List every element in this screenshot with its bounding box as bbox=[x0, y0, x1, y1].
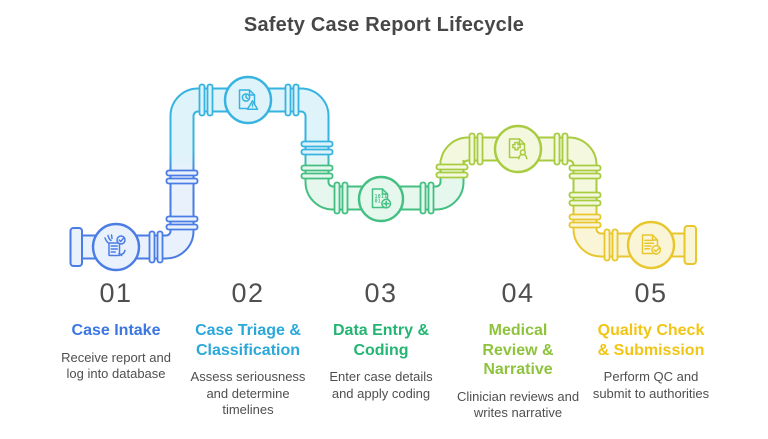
stage-2-column: 02 Case Triage & Classification Assess s… bbox=[173, 280, 323, 419]
stage-description: Enter case details and apply coding bbox=[329, 369, 433, 401]
pipe-coupling bbox=[148, 230, 164, 264]
pipe-coupling bbox=[468, 132, 569, 166]
stage-description: Clinician reviews and writes narrative bbox=[456, 388, 580, 421]
page-title: Safety Case Report Lifecycle bbox=[243, 14, 525, 36]
stage-description: Assess seriousness and determine timelin… bbox=[190, 369, 306, 418]
pipe-segment-1 bbox=[82, 174, 195, 260]
stage-description: Receive report and log into database bbox=[61, 349, 171, 382]
stage-5-column: 05 Quality Check & Submission Perform QC… bbox=[576, 280, 726, 402]
stage-3-column: 03 Data Entry & Coding Enter case detail… bbox=[306, 280, 456, 402]
stage-number: 04 bbox=[501, 278, 535, 308]
document-checkmark-icon bbox=[641, 234, 662, 255]
pipe-coupling bbox=[300, 164, 334, 180]
pipe-coupling bbox=[333, 181, 435, 215]
pipe-end-cap-right bbox=[683, 225, 697, 265]
stage-number: 03 bbox=[364, 278, 398, 308]
pipe-coupling bbox=[603, 228, 619, 262]
pipe-end-cap-left bbox=[69, 227, 83, 267]
stage-number: 01 bbox=[99, 278, 133, 308]
document-binary-plus-icon: 1011 01 bbox=[371, 188, 392, 209]
binary-text-line-1: 1011 bbox=[375, 194, 388, 200]
stage-heading: Case Intake bbox=[71, 322, 161, 339]
pipe-segment-5 bbox=[572, 218, 684, 258]
stage-heading: Medical Review & Narrative bbox=[482, 322, 554, 379]
document-medical-person-icon bbox=[508, 138, 528, 160]
stage-4-column: 04 Medical Review & Narrative Clinician … bbox=[443, 280, 593, 422]
stage-1-column: 01 Case Intake Receive report and log in… bbox=[41, 280, 191, 383]
stage-heading: Quality Check & Submission bbox=[597, 322, 705, 359]
stage-number: 05 bbox=[634, 278, 668, 308]
pipe-coupling bbox=[198, 83, 300, 117]
stage-description: Perform QC and submit to authorities bbox=[592, 369, 710, 401]
pipe-couplings bbox=[148, 83, 619, 264]
hand-receiving-report-icon bbox=[104, 234, 126, 257]
stage-number: 02 bbox=[231, 278, 265, 308]
pipe-coupling bbox=[568, 213, 602, 229]
pipe-coupling bbox=[435, 163, 602, 207]
document-clock-warning-icon bbox=[238, 89, 259, 110]
stage-heading: Data Entry & Coding bbox=[332, 322, 430, 359]
pipe-coupling bbox=[165, 169, 199, 231]
stage-heading: Case Triage & Classification bbox=[195, 322, 301, 359]
pipe-coupling bbox=[300, 140, 334, 156]
binary-text-line-2: 01 bbox=[375, 199, 381, 205]
